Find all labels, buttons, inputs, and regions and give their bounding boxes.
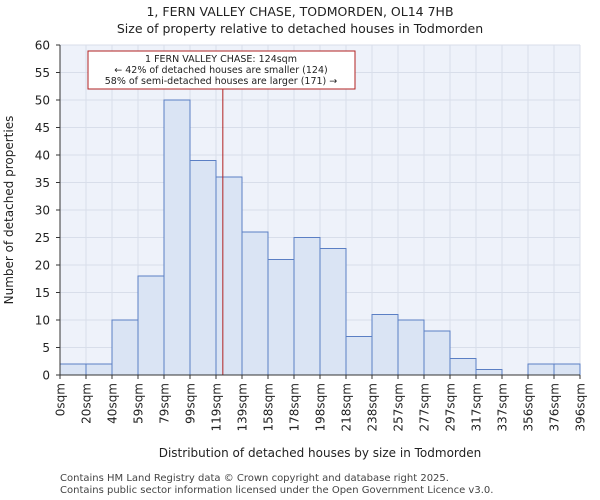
annotation-line-1: 1 FERN VALLEY CHASE: 124sqm (145, 54, 297, 65)
x-tick-218sqm: 218sqm (340, 383, 354, 431)
bar-376sqm (553, 363, 581, 376)
x-axis-label: Distribution of detached houses by size … (159, 446, 482, 460)
x-tick-356sqm: 356sqm (522, 383, 536, 431)
x-tick-139sqm: 139sqm (236, 383, 250, 431)
bars-group (59, 99, 581, 376)
x-tick-297sqm: 297sqm (444, 383, 458, 431)
y-axis-label: Number of detached properties (2, 116, 16, 305)
y-tick-15: 15 (35, 286, 50, 300)
footer-licence: Contains public sector information licen… (60, 485, 494, 496)
bar-218sqm (345, 336, 373, 376)
x-tick-396sqm: 396sqm (574, 383, 588, 431)
y-tick-10: 10 (35, 314, 50, 328)
y-tick-5: 5 (42, 341, 50, 355)
x-tick-99sqm: 99sqm (184, 383, 198, 424)
footer-copyright: Contains HM Land Registry data © Crown c… (60, 473, 449, 484)
x-tick-158sqm: 158sqm (262, 383, 276, 431)
x-tick-labels: 0sqm 20sqm 40sqm 59sqm 79sqm 99sqm 119sqm 139sq… (54, 375, 588, 431)
x-tick-0sqm: 0sqm (54, 383, 68, 416)
bar-238sqm (371, 314, 399, 376)
y-tick-labels: 0 5 10 15 20 25 30 35 40 45 50 55 60 (35, 39, 60, 383)
y-tick-20: 20 (35, 259, 50, 273)
x-tick-238sqm: 238sqm (366, 383, 380, 431)
y-tick-35: 35 (35, 176, 50, 190)
x-tick-178sqm: 178sqm (288, 383, 302, 431)
x-tick-40sqm: 40sqm (106, 383, 120, 424)
bar-79sqm (163, 99, 191, 376)
bar-277sqm (423, 330, 451, 376)
bar-158sqm (267, 259, 295, 376)
chart-subtitle: Size of property relative to detached ho… (116, 21, 484, 36)
bar-178sqm (293, 237, 321, 376)
bar-139sqm (241, 231, 269, 376)
annotation-line-3: 58% of semi-detached houses are larger (… (105, 76, 338, 87)
x-tick-20sqm: 20sqm (80, 383, 94, 424)
y-tick-0: 0 (42, 369, 50, 383)
annotation-frame (87, 50, 356, 90)
y-tick-40: 40 (35, 149, 50, 163)
y-tick-30: 30 (35, 204, 50, 218)
annotation-line-2: ← 42% of detached houses are smaller (12… (114, 65, 327, 76)
y-tick-25: 25 (35, 231, 50, 245)
x-tick-317sqm: 317sqm (470, 383, 484, 431)
bar-40sqm (111, 319, 139, 376)
bar-297sqm (449, 358, 477, 376)
x-tick-198sqm: 198sqm (314, 383, 328, 431)
bar-198sqm (319, 248, 347, 376)
bar-317sqm (475, 369, 503, 376)
x-tick-79sqm: 79sqm (158, 383, 172, 424)
bar-257sqm (397, 319, 425, 376)
x-tick-119sqm: 119sqm (210, 383, 224, 431)
bar-59sqm (137, 275, 165, 376)
y-tick-50: 50 (35, 94, 50, 108)
x-tick-376sqm: 376sqm (548, 383, 562, 431)
x-tick-337sqm: 337sqm (496, 383, 510, 431)
x-tick-59sqm: 59sqm (132, 383, 146, 424)
annotation-box: 1 FERN VALLEY CHASE: 124sqm ← 42% of det… (87, 50, 356, 90)
bar-20sqm (85, 363, 113, 376)
y-tick-45: 45 (35, 121, 50, 135)
x-tick-277sqm: 277sqm (418, 383, 432, 431)
bar-356sqm (527, 363, 555, 376)
y-tick-60: 60 (35, 39, 50, 53)
y-tick-55: 55 (35, 66, 50, 80)
bar-0sqm (59, 363, 87, 376)
bar-99sqm (189, 160, 217, 376)
bar-119sqm (215, 176, 243, 376)
chart-title: 1, FERN VALLEY CHASE, TODMORDEN, OL14 7H… (146, 4, 454, 19)
x-tick-257sqm: 257sqm (392, 383, 406, 431)
